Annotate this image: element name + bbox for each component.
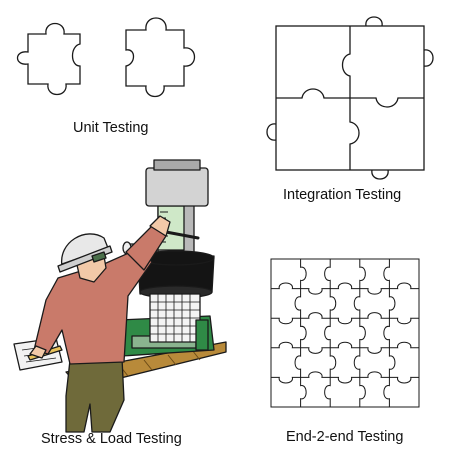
- caption-stress-load-testing: Stress & Load Testing: [41, 431, 182, 447]
- caption-integration-testing: Integration Testing: [283, 187, 402, 203]
- worker: [29, 215, 171, 433]
- caption-unit-testing: Unit Testing: [73, 120, 149, 136]
- integration-seam-horizontal: [276, 88, 424, 108]
- e2e-seam-vertical: [353, 259, 366, 407]
- end-to-end-testing-puzzle: [270, 258, 420, 408]
- e2e-seam-horizontal: [271, 341, 419, 354]
- machine-head: [145, 167, 209, 207]
- unit-puzzle-piece-right: [125, 17, 196, 98]
- unit-testing-puzzle: [16, 17, 196, 98]
- caption-end-to-end-testing: End-2-end Testing: [286, 429, 404, 445]
- unit-puzzle-piece-left: [16, 22, 81, 96]
- worker-helmet-brim: [57, 245, 113, 273]
- worker-legs: [65, 357, 125, 433]
- worker-hand: [149, 215, 171, 237]
- machine-side-post: [195, 319, 209, 351]
- integration-knob-bottom: [371, 169, 389, 180]
- integration-knob-left: [266, 123, 277, 141]
- e2e-seam-horizontal: [271, 371, 419, 384]
- integration-testing-puzzle: [266, 16, 434, 180]
- stress-load-illustration: [13, 159, 227, 433]
- worker-goggles: [91, 251, 107, 263]
- e2e-seam-vertical: [294, 259, 307, 407]
- press-lever: [164, 230, 200, 240]
- integration-knob-top: [365, 16, 383, 27]
- e2e-seam-vertical: [324, 259, 337, 407]
- integration-knob-right: [423, 49, 434, 67]
- e2e-seam-horizontal: [271, 282, 419, 295]
- e2e-seam-horizontal: [271, 312, 419, 325]
- worker-forearm: [29, 345, 47, 359]
- e2e-puzzle-frame: [270, 258, 420, 408]
- machine-head-top: [153, 159, 201, 171]
- worker-helmet: [61, 233, 109, 267]
- integration-seam-vertical: [341, 26, 360, 170]
- e2e-seam-vertical: [383, 259, 396, 407]
- puzzle-cube: [149, 293, 201, 343]
- puzzle-cube-grid: [150, 294, 200, 342]
